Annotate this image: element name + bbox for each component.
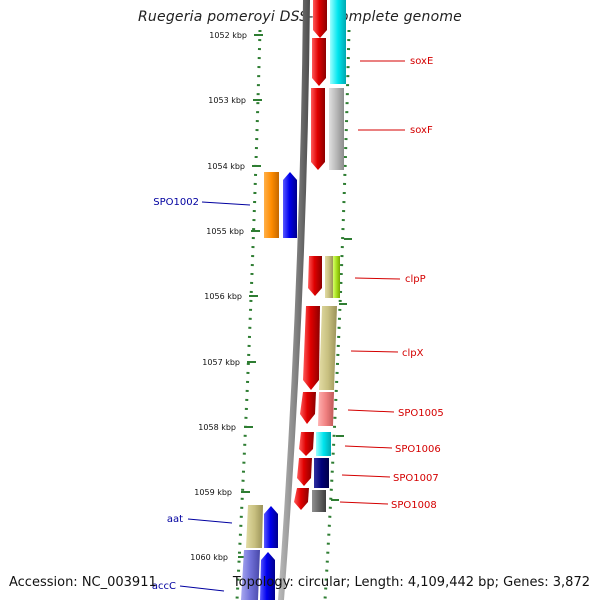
gene-arrow-forward[interactable] — [312, 38, 326, 86]
kbp-ticks: 1052 kbp 1053 kbp 1054 kbp 1055 kbp 1056… — [190, 31, 263, 562]
cog-box[interactable] — [246, 505, 263, 548]
genome-summary-text: Topology: circular; Length: 4,109,442 bp… — [232, 575, 590, 590]
cog-box[interactable] — [241, 550, 260, 600]
tick-label: 1055 kbp — [206, 227, 244, 236]
cog-box[interactable] — [333, 256, 340, 298]
cog-box[interactable] — [329, 88, 344, 170]
tick-label: 1053 kbp — [208, 96, 246, 105]
leader-line — [179, 585, 225, 592]
inner-ruler-ticks — [331, 238, 352, 501]
gene-labels: soxE soxF SPO1002 clpP clpX SPO1005 SPO1… — [152, 56, 444, 592]
gene-label-clpX[interactable]: clpX — [402, 348, 424, 359]
cog-box[interactable] — [312, 490, 326, 512]
gene-label-soxF[interactable]: soxF — [410, 125, 433, 136]
gene-arrow-forward[interactable] — [297, 458, 312, 486]
cog-box[interactable] — [314, 458, 329, 488]
gene-arrow-forward[interactable] — [311, 88, 325, 170]
cog-box[interactable] — [330, 0, 346, 84]
leader-line — [350, 350, 399, 353]
tick-label: 1054 kbp — [207, 162, 245, 171]
gene-arrow-forward[interactable] — [294, 488, 309, 510]
gene-label-clpP[interactable]: clpP — [405, 274, 426, 285]
cog-box[interactable] — [319, 306, 337, 390]
cog-box[interactable] — [264, 172, 279, 238]
tick-label: 1056 kbp — [204, 292, 242, 301]
leader-line — [187, 518, 233, 524]
forward-strand-genes[interactable] — [294, 0, 327, 510]
leader-line — [354, 277, 401, 280]
label-leaders — [179, 60, 405, 592]
gene-label-SPO1002[interactable]: SPO1002 — [153, 197, 199, 208]
genome-title: Ruegeria pomeroyi DSS-3, complete genome — [138, 9, 462, 25]
gene-arrow-reverse[interactable] — [260, 552, 275, 600]
leader-line — [201, 201, 251, 206]
leader-line — [341, 474, 391, 478]
leader-line — [347, 409, 395, 413]
cog-box[interactable] — [318, 392, 334, 426]
gene-arrow-forward[interactable] — [299, 432, 314, 456]
gene-arrow-forward[interactable] — [308, 256, 322, 296]
gene-arrow-reverse[interactable] — [283, 172, 297, 238]
gene-label-soxE[interactable]: soxE — [410, 56, 433, 67]
gene-label-SPO1007[interactable]: SPO1007 — [393, 473, 439, 484]
gene-label-aat[interactable]: aat — [167, 514, 183, 525]
tick-label: 1052 kbp — [209, 31, 247, 40]
accession-text: Accession: NC_003911 — [9, 575, 157, 590]
reverse-strand-genes[interactable] — [260, 172, 297, 600]
forward-cog-boxes[interactable] — [312, 0, 346, 512]
gene-arrow-forward[interactable] — [303, 306, 320, 390]
gene-label-SPO1005[interactable]: SPO1005 — [398, 408, 444, 419]
gene-label-accC[interactable]: accC — [152, 581, 176, 592]
cog-box[interactable] — [325, 256, 333, 298]
tick-label: 1059 kbp — [194, 488, 232, 497]
tick-label: 1060 kbp — [190, 553, 228, 562]
gene-arrow-forward[interactable] — [300, 392, 316, 424]
leader-line — [339, 501, 389, 505]
tick-label: 1057 kbp — [202, 358, 240, 367]
tick-label: 1058 kbp — [198, 423, 236, 432]
gene-arrow-forward[interactable] — [313, 0, 327, 38]
gene-label-SPO1006[interactable]: SPO1006 — [395, 444, 441, 455]
gene-label-SPO1008[interactable]: SPO1008 — [391, 500, 437, 511]
reverse-cog-boxes[interactable] — [241, 172, 279, 600]
genome-backbone — [278, 0, 310, 600]
cog-box[interactable] — [316, 432, 331, 456]
leader-line — [344, 445, 393, 449]
gene-arrow-reverse[interactable] — [264, 506, 278, 548]
